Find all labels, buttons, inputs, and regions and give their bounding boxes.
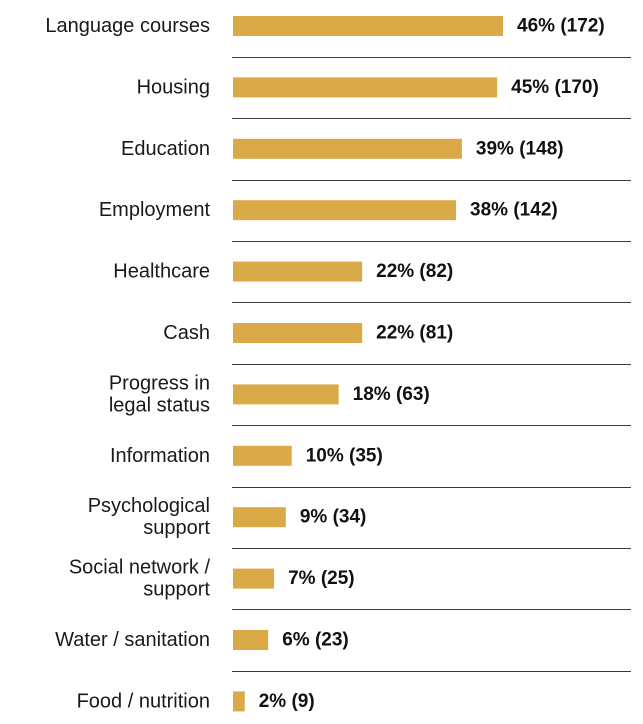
value-label: 2% (9) [259, 691, 315, 712]
value-label: 39% (148) [476, 138, 564, 159]
value-label: 45% (170) [511, 77, 599, 98]
category-label: Information [110, 445, 210, 467]
category-label: Progress in legal status [109, 372, 210, 416]
bar [233, 568, 275, 589]
category-label: Food / nutrition [77, 690, 210, 712]
bar [233, 261, 363, 282]
value-label: 46% (172) [517, 16, 605, 37]
value-label: 10% (35) [306, 445, 383, 466]
bar [233, 200, 457, 221]
bar [233, 630, 269, 650]
category-label: Cash [163, 322, 210, 344]
value-label: 9% (34) [300, 507, 367, 528]
bar [233, 384, 339, 405]
bar [233, 323, 363, 343]
category-label: Housing [137, 76, 210, 98]
bar [233, 507, 286, 528]
value-label: 18% (63) [353, 384, 430, 405]
value-labels: 46% (172) 45% (170) 39% (148) 38% (142) 22% … [259, 16, 605, 712]
bar [233, 16, 504, 36]
category-label: Language courses [45, 15, 210, 37]
row-separators [232, 57, 631, 672]
bar [233, 77, 498, 98]
category-label: Education [121, 138, 210, 160]
value-label: 22% (81) [376, 323, 453, 344]
value-label: 38% (142) [470, 200, 558, 221]
bar [233, 445, 292, 466]
bar [233, 691, 245, 712]
category-label: Employment [99, 199, 211, 221]
value-label: 7% (25) [288, 568, 355, 589]
value-label: 22% (82) [376, 261, 453, 282]
category-label: Water / sanitation [55, 629, 210, 651]
category-label: Healthcare [113, 261, 210, 283]
bars [233, 16, 504, 712]
category-label: Social network / support [69, 557, 211, 601]
category-label: Psychological support [88, 495, 211, 539]
value-label: 6% (23) [282, 630, 349, 651]
category-labels: Language courses Housing Education Employme… [45, 15, 210, 712]
bar [233, 138, 462, 159]
